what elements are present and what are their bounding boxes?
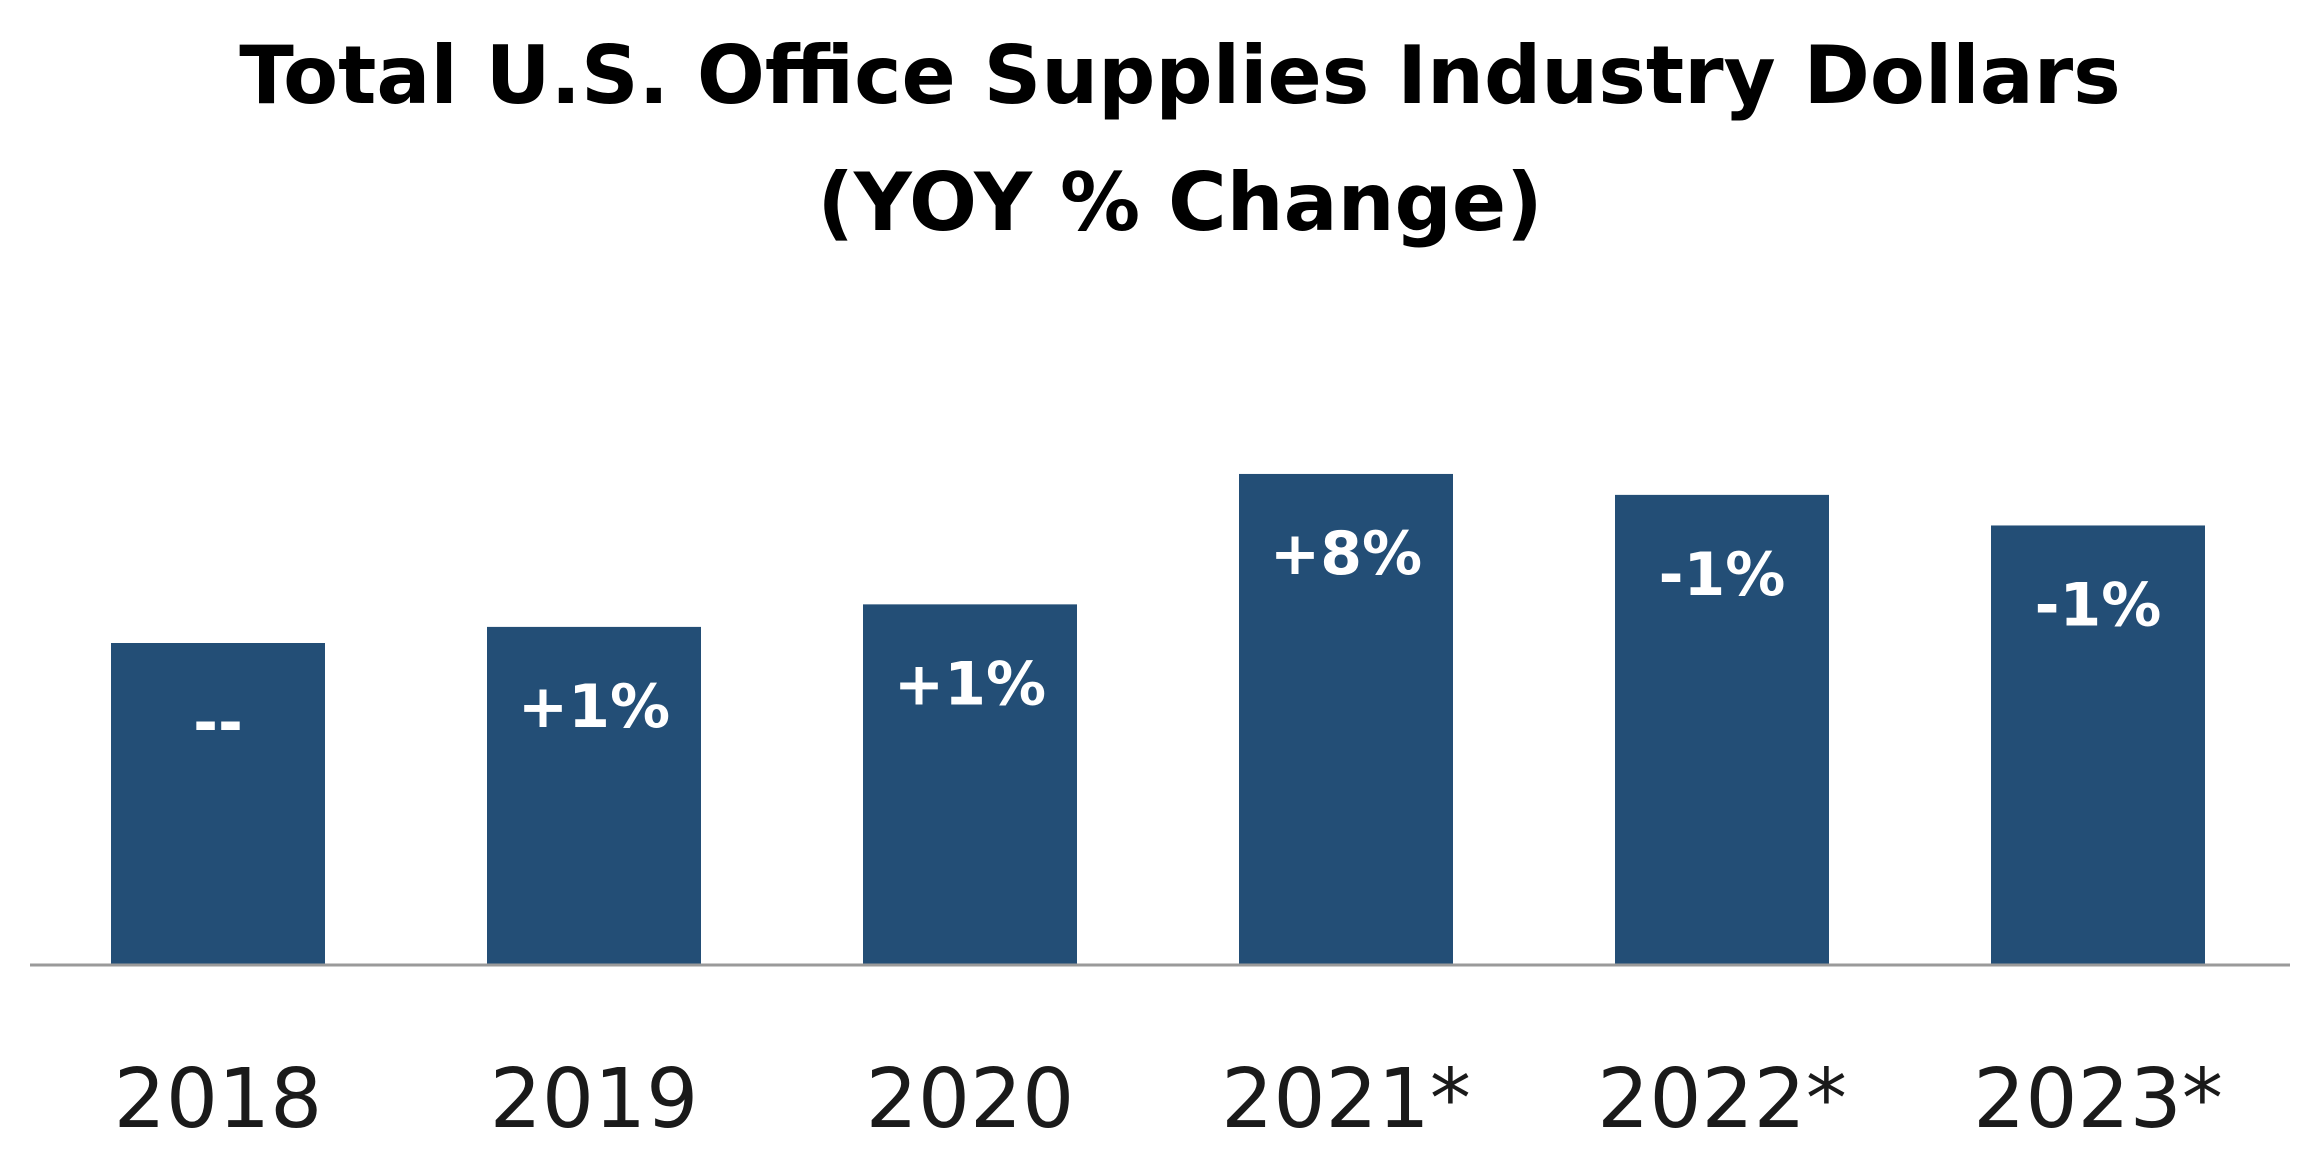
bar-2022 — [1615, 494, 1829, 965]
bars-group — [111, 473, 2205, 965]
bar-2021 — [1239, 473, 1453, 965]
data-label-2020: +1% — [894, 649, 1046, 719]
data-label-2018: -- — [193, 688, 243, 758]
x-tick-label-2023: 2023* — [1973, 1052, 2223, 1147]
x-tick-labels-group: 2018 2019 2020 2021* 2022* 2023* — [114, 1052, 2223, 1147]
bar-2020 — [863, 604, 1077, 965]
data-label-2022: -1% — [1659, 540, 1786, 610]
x-tick-label-2020: 2020 — [866, 1052, 1075, 1147]
data-labels-group: -- +1% +1% +8% -1% -1% — [193, 519, 2161, 758]
x-tick-label-2018: 2018 — [114, 1052, 323, 1147]
chart-subtitle: (YOY % Change) — [817, 156, 1542, 249]
chart-title: Total U.S. Office Supplies Industry Doll… — [239, 29, 2121, 122]
x-tick-label-2022: 2022* — [1597, 1052, 1847, 1147]
x-tick-label-2021: 2021* — [1221, 1052, 1471, 1147]
bar-2019 — [487, 626, 701, 965]
data-label-2019: +1% — [518, 672, 670, 742]
data-label-2023: -1% — [2035, 570, 2162, 640]
data-label-2021: +8% — [1270, 519, 1422, 589]
bar-2023 — [1991, 525, 2205, 965]
x-tick-label-2019: 2019 — [490, 1052, 699, 1147]
bar-2018 — [111, 643, 325, 965]
